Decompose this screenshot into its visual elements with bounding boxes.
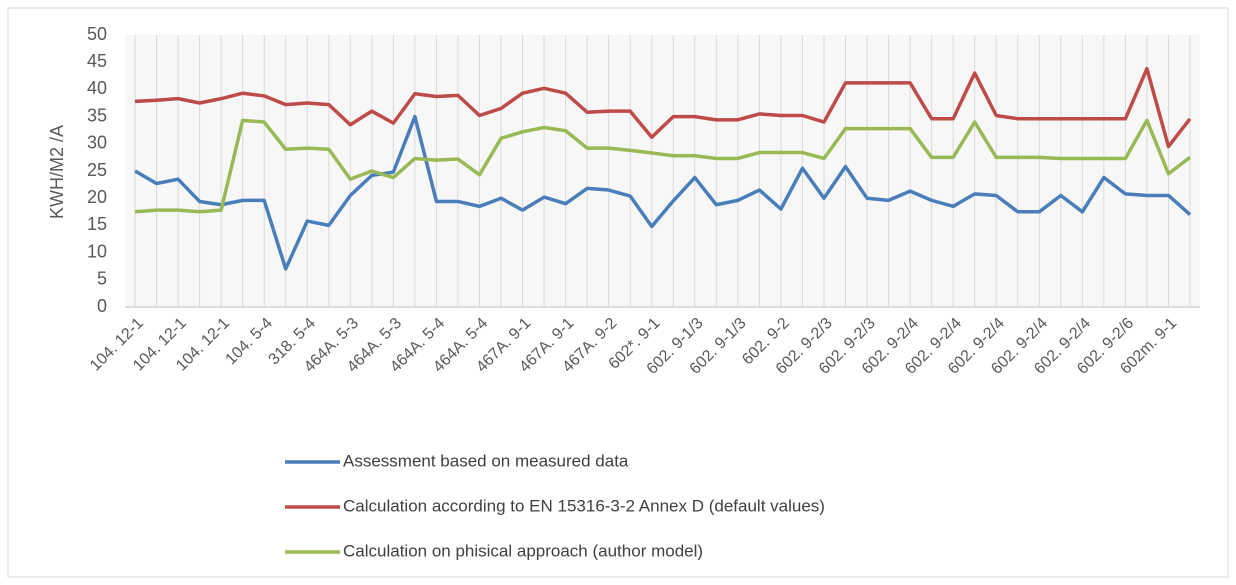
y-axis-title: KWH/M2 /A	[47, 125, 67, 219]
y-tick-label: 40	[87, 78, 107, 98]
y-tick-label: 30	[87, 133, 107, 153]
series-line	[134, 66, 1192, 149]
series-line	[134, 118, 1192, 214]
y-tick-label: 50	[87, 24, 107, 44]
y-tick-label: 25	[87, 160, 107, 180]
legend-label: Calculation on phisical approach (author…	[343, 541, 703, 560]
y-tick-label: 45	[87, 51, 107, 71]
plot-background	[125, 35, 1200, 307]
y-tick-label: 0	[97, 296, 107, 316]
legend-label: Calculation according to EN 15316-3-2 An…	[343, 496, 825, 515]
y-tick-label: 5	[97, 269, 107, 289]
legend-label: Assessment based on measured data	[343, 451, 629, 470]
y-tick-label: 15	[87, 214, 107, 234]
y-tick-label: 20	[87, 187, 107, 207]
y-tick-label: 35	[87, 105, 107, 125]
series-line	[134, 114, 1192, 271]
y-tick-label: 10	[87, 241, 107, 261]
